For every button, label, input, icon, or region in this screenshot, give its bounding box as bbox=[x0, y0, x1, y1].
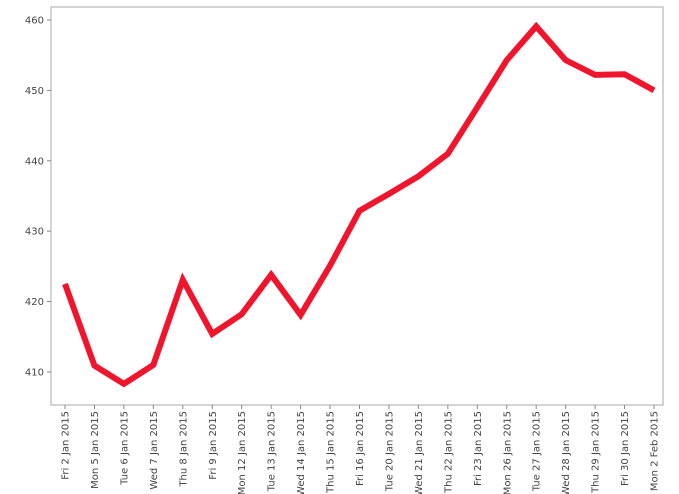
y-tick-label: 420 bbox=[25, 297, 44, 308]
x-tick-label: Fri 2 Jan 2015 bbox=[61, 411, 72, 480]
x-tick-label: Mon 12 Jan 2015 bbox=[237, 411, 248, 494]
x-tick-label: Tue 20 Jan 2015 bbox=[384, 411, 395, 492]
x-tick-label: Fri 9 Jan 2015 bbox=[208, 411, 219, 480]
x-tick-label: Thu 8 Jan 2015 bbox=[178, 411, 189, 488]
y-tick-label: 450 bbox=[25, 86, 44, 97]
y-tick-label: 440 bbox=[25, 156, 44, 167]
x-tick-label: Wed 21 Jan 2015 bbox=[414, 411, 425, 494]
x-tick-label: Fri 16 Jan 2015 bbox=[355, 411, 366, 486]
data-line bbox=[62, 21, 656, 388]
x-tick-label: Tue 6 Jan 2015 bbox=[119, 411, 130, 486]
x-tick-label: Thu 29 Jan 2015 bbox=[591, 411, 602, 494]
x-tick-label: Mon 2 Feb 2015 bbox=[650, 411, 661, 491]
x-tick-label: Thu 22 Jan 2015 bbox=[443, 411, 454, 494]
x-tick-label: Wed 28 Jan 2015 bbox=[561, 411, 572, 494]
x-tick-label: Wed 7 Jan 2015 bbox=[149, 411, 160, 490]
y-tick-label: 460 bbox=[25, 16, 44, 27]
x-tick-label: Mon 5 Jan 2015 bbox=[90, 411, 101, 489]
x-tick-label: Mon 26 Jan 2015 bbox=[502, 411, 513, 494]
plot-frame bbox=[50, 6, 664, 406]
y-tick-label: 430 bbox=[25, 227, 44, 238]
x-tick-label: Fri 30 Jan 2015 bbox=[620, 411, 631, 486]
y-tick-label: 410 bbox=[25, 367, 44, 378]
x-tick-label: Thu 15 Jan 2015 bbox=[326, 411, 337, 494]
x-tick-label: Tue 13 Jan 2015 bbox=[267, 411, 278, 492]
x-tick-label: Wed 14 Jan 2015 bbox=[296, 411, 307, 494]
x-tick-label: Tue 27 Jan 2015 bbox=[532, 411, 543, 492]
x-tick-label: Fri 23 Jan 2015 bbox=[473, 411, 484, 486]
